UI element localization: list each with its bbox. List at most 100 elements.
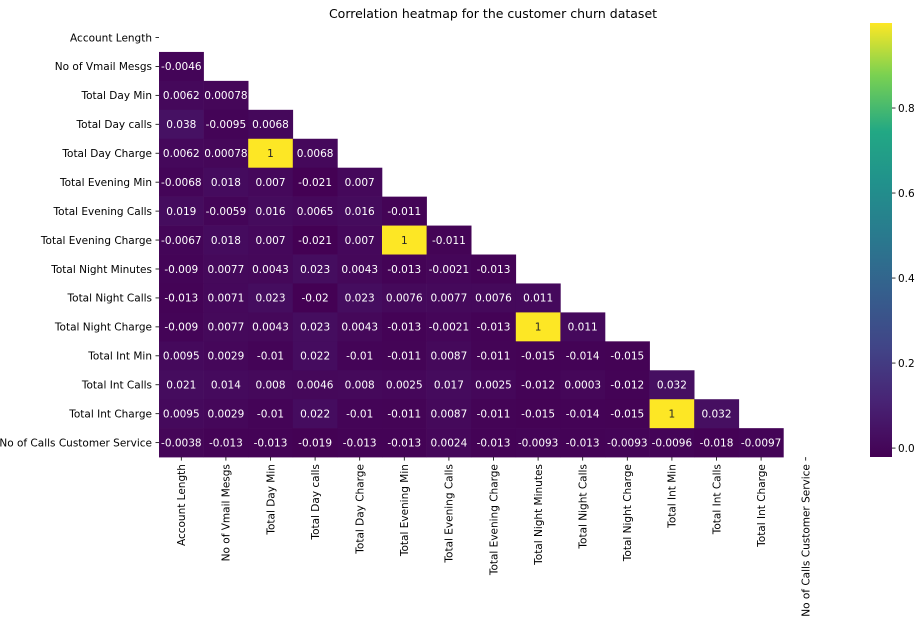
cell-value-label: 0.0029 — [208, 351, 245, 363]
cell-value-label: -0.013 — [477, 264, 511, 276]
cell-value-label: 0.014 — [211, 380, 241, 392]
cell-value-label: -0.01 — [346, 408, 373, 420]
heatmap-cell — [605, 399, 650, 429]
heatmap-cell — [649, 428, 695, 458]
cell-value-label: -0.012 — [610, 380, 644, 392]
heatmap-cell — [159, 370, 204, 400]
heatmap-cell — [649, 370, 695, 400]
cell-value-label: -0.01 — [257, 408, 284, 420]
cell-value-label: 1 — [535, 322, 542, 334]
heatmap-cell — [159, 51, 204, 82]
cell-value-label: 0.0095 — [163, 351, 200, 363]
heatmap-cell — [337, 341, 383, 371]
cell-value-label: -0.009 — [164, 322, 198, 334]
cell-value-label: -0.0046 — [161, 61, 202, 73]
heatmap-cell — [159, 312, 204, 342]
cell-value-label: -0.013 — [209, 437, 243, 449]
cell-value-label: 1 — [669, 408, 676, 420]
cell-value-label: 0.0077 — [431, 293, 468, 305]
cell-value-label: -0.018 — [700, 437, 734, 449]
heatmap-cell — [560, 312, 606, 342]
heatmap-cell — [471, 254, 517, 284]
heatmap-cell — [292, 196, 338, 226]
heatmap-cell — [515, 370, 561, 400]
cell-value-label: 0.0043 — [252, 322, 289, 334]
heatmap-cell — [203, 428, 249, 458]
heatmap-cell — [203, 225, 249, 255]
y-tick-label: Total Day Charge — [61, 148, 152, 160]
heatmap-cell — [159, 341, 204, 371]
cell-value-label: 0.0087 — [431, 351, 468, 363]
heatmap-cell — [292, 370, 338, 400]
cell-value-label: 0.016 — [345, 206, 375, 218]
heatmap-cell — [248, 428, 294, 458]
heatmap-cell — [248, 109, 294, 140]
heatmap-cell — [203, 196, 249, 226]
heatmap-cell — [337, 196, 383, 226]
cell-value-label: -0.0038 — [161, 437, 202, 449]
heatmap-cell — [471, 428, 517, 458]
heatmap-cell — [292, 225, 338, 255]
cell-value-label: -0.013 — [387, 264, 421, 276]
heatmap-cell — [159, 109, 204, 140]
heatmap-cell — [382, 370, 427, 400]
y-tick-label: Total Night Minutes — [50, 264, 152, 276]
heatmap-cell — [159, 283, 204, 313]
cell-value-label: -0.013 — [343, 437, 377, 449]
x-tick-label: Total Night Minutes — [533, 464, 545, 566]
colorbar-tick-label: 0.8 — [898, 103, 915, 115]
colorbar: 0.0 0.2 0.4 0.6 0.8 — [870, 23, 915, 457]
cell-value-label: 0.007 — [345, 177, 375, 189]
x-tick-label: No of Calls Customer Service — [801, 464, 813, 617]
heatmap-cell — [203, 138, 249, 168]
cell-value-label: -0.0068 — [161, 177, 202, 189]
cell-value-label: 0.007 — [255, 235, 285, 247]
cell-value-label: -0.0067 — [161, 235, 202, 247]
cell-value-label: -0.015 — [610, 351, 644, 363]
heatmap-cell — [203, 109, 249, 140]
x-tick-label: Total Night Charge — [622, 464, 634, 562]
heatmap-cell — [560, 428, 606, 458]
cell-value-label: 0.0065 — [297, 206, 334, 218]
cell-value-label: 0.0062 — [163, 90, 200, 102]
heatmap-cell — [471, 341, 517, 371]
colorbar-gradient — [870, 23, 892, 457]
heatmap-cell — [382, 341, 427, 371]
heatmap-cell — [159, 254, 204, 284]
cell-value-label: 0.038 — [166, 119, 196, 131]
cell-value-label: 0.018 — [211, 177, 241, 189]
heatmap-cell — [203, 283, 249, 313]
heatmap-cell — [560, 370, 606, 400]
cell-value-label: 0.0043 — [341, 322, 378, 334]
heatmap-cell — [248, 167, 294, 197]
heatmap-cell — [426, 283, 472, 313]
x-tick-label: Total Int Min — [667, 464, 679, 529]
heatmap-cell — [248, 138, 294, 168]
y-tick-labels: Account Length No of Vmail Mesgs Total Day… — [0, 32, 159, 449]
heatmap-cell — [382, 312, 427, 342]
heatmap-cell — [292, 428, 338, 458]
cell-value-label: 0.0076 — [386, 293, 423, 305]
heatmap-cell — [159, 196, 204, 226]
x-tick-labels: Account Length No of Vmail Mesgs Total Day… — [176, 457, 813, 617]
cell-value-label: -0.019 — [298, 437, 332, 449]
y-tick-label: Total Day calls — [76, 119, 152, 131]
y-tick-label: Total Int Charge — [68, 408, 152, 420]
cell-value-label: -0.011 — [387, 206, 421, 218]
heatmap-cell — [159, 167, 204, 197]
cell-value-label: 0.023 — [300, 322, 330, 334]
cell-value-label: 0.0077 — [208, 322, 245, 334]
cell-value-label: -0.013 — [387, 437, 421, 449]
cell-value-label: 0.011 — [523, 293, 553, 305]
heatmap-cell — [248, 254, 294, 284]
heatmap-cell — [426, 254, 472, 284]
cell-value-label: -0.0059 — [206, 206, 247, 218]
y-tick-label: Total Night Charge — [54, 322, 152, 334]
cell-value-label: 0.0043 — [341, 264, 378, 276]
cell-value-label: 1 — [267, 148, 274, 160]
cell-value-label: 1 — [401, 235, 408, 247]
cell-value-label: 0.007 — [345, 235, 375, 247]
heatmap-cell — [248, 283, 294, 313]
heatmap-cell — [337, 283, 383, 313]
heatmap-cell — [694, 428, 740, 458]
